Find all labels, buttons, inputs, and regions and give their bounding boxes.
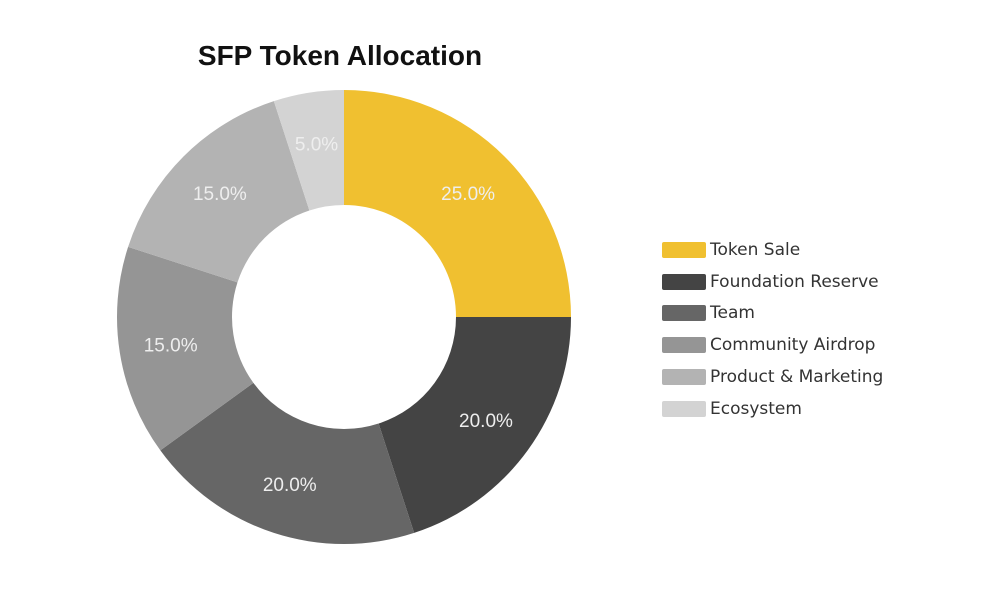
slice-team [160, 382, 415, 544]
legend-swatch [662, 369, 706, 386]
legend-item-ecosystem: Ecosystem [662, 393, 883, 425]
legend: Token Sale Foundation Reserve Team Commu… [662, 234, 883, 425]
legend-swatch [662, 273, 706, 290]
legend-item-community-airdrop: Community Airdrop [662, 329, 883, 361]
slice-percent-label: 15.0% [144, 335, 198, 356]
slice-foundation-reserve [378, 317, 571, 533]
legend-label: Ecosystem [710, 398, 802, 419]
slice-percent-label: 5.0% [295, 135, 338, 156]
slice-percent-label: 25.0% [441, 184, 495, 205]
slice-percent-label: 20.0% [459, 411, 513, 432]
slice-labels: 25.0% 20.0% 20.0% 15.0% 15.0% 5.0% [144, 135, 513, 496]
donut-slices [117, 90, 571, 544]
legend-swatch [662, 305, 706, 322]
legend-label: Community Airdrop [710, 335, 876, 356]
legend-label: Token Sale [710, 239, 801, 260]
chart-title: SFP Token Allocation [197, 40, 483, 71]
slice-percent-label: 20.0% [263, 475, 317, 496]
slice-percent-label: 15.0% [193, 184, 247, 205]
slice-ecosystem [273, 90, 344, 211]
slice-community-airdrop [117, 246, 254, 451]
legend-label: Product & Marketing [710, 367, 884, 388]
legend-item-team: Team [662, 298, 883, 330]
legend-swatch [662, 400, 706, 417]
slice-token-sale [344, 90, 571, 317]
legend-item-product-marketing: Product & Marketing [662, 361, 883, 393]
slice-product-marketing [128, 101, 310, 283]
legend-item-foundation-reserve: Foundation Reserve [662, 266, 883, 298]
legend-swatch [662, 337, 706, 354]
legend-item-token-sale: Token Sale [662, 234, 883, 266]
legend-label: Foundation Reserve [710, 271, 879, 292]
legend-swatch [662, 241, 706, 258]
legend-label: Team [710, 303, 755, 324]
